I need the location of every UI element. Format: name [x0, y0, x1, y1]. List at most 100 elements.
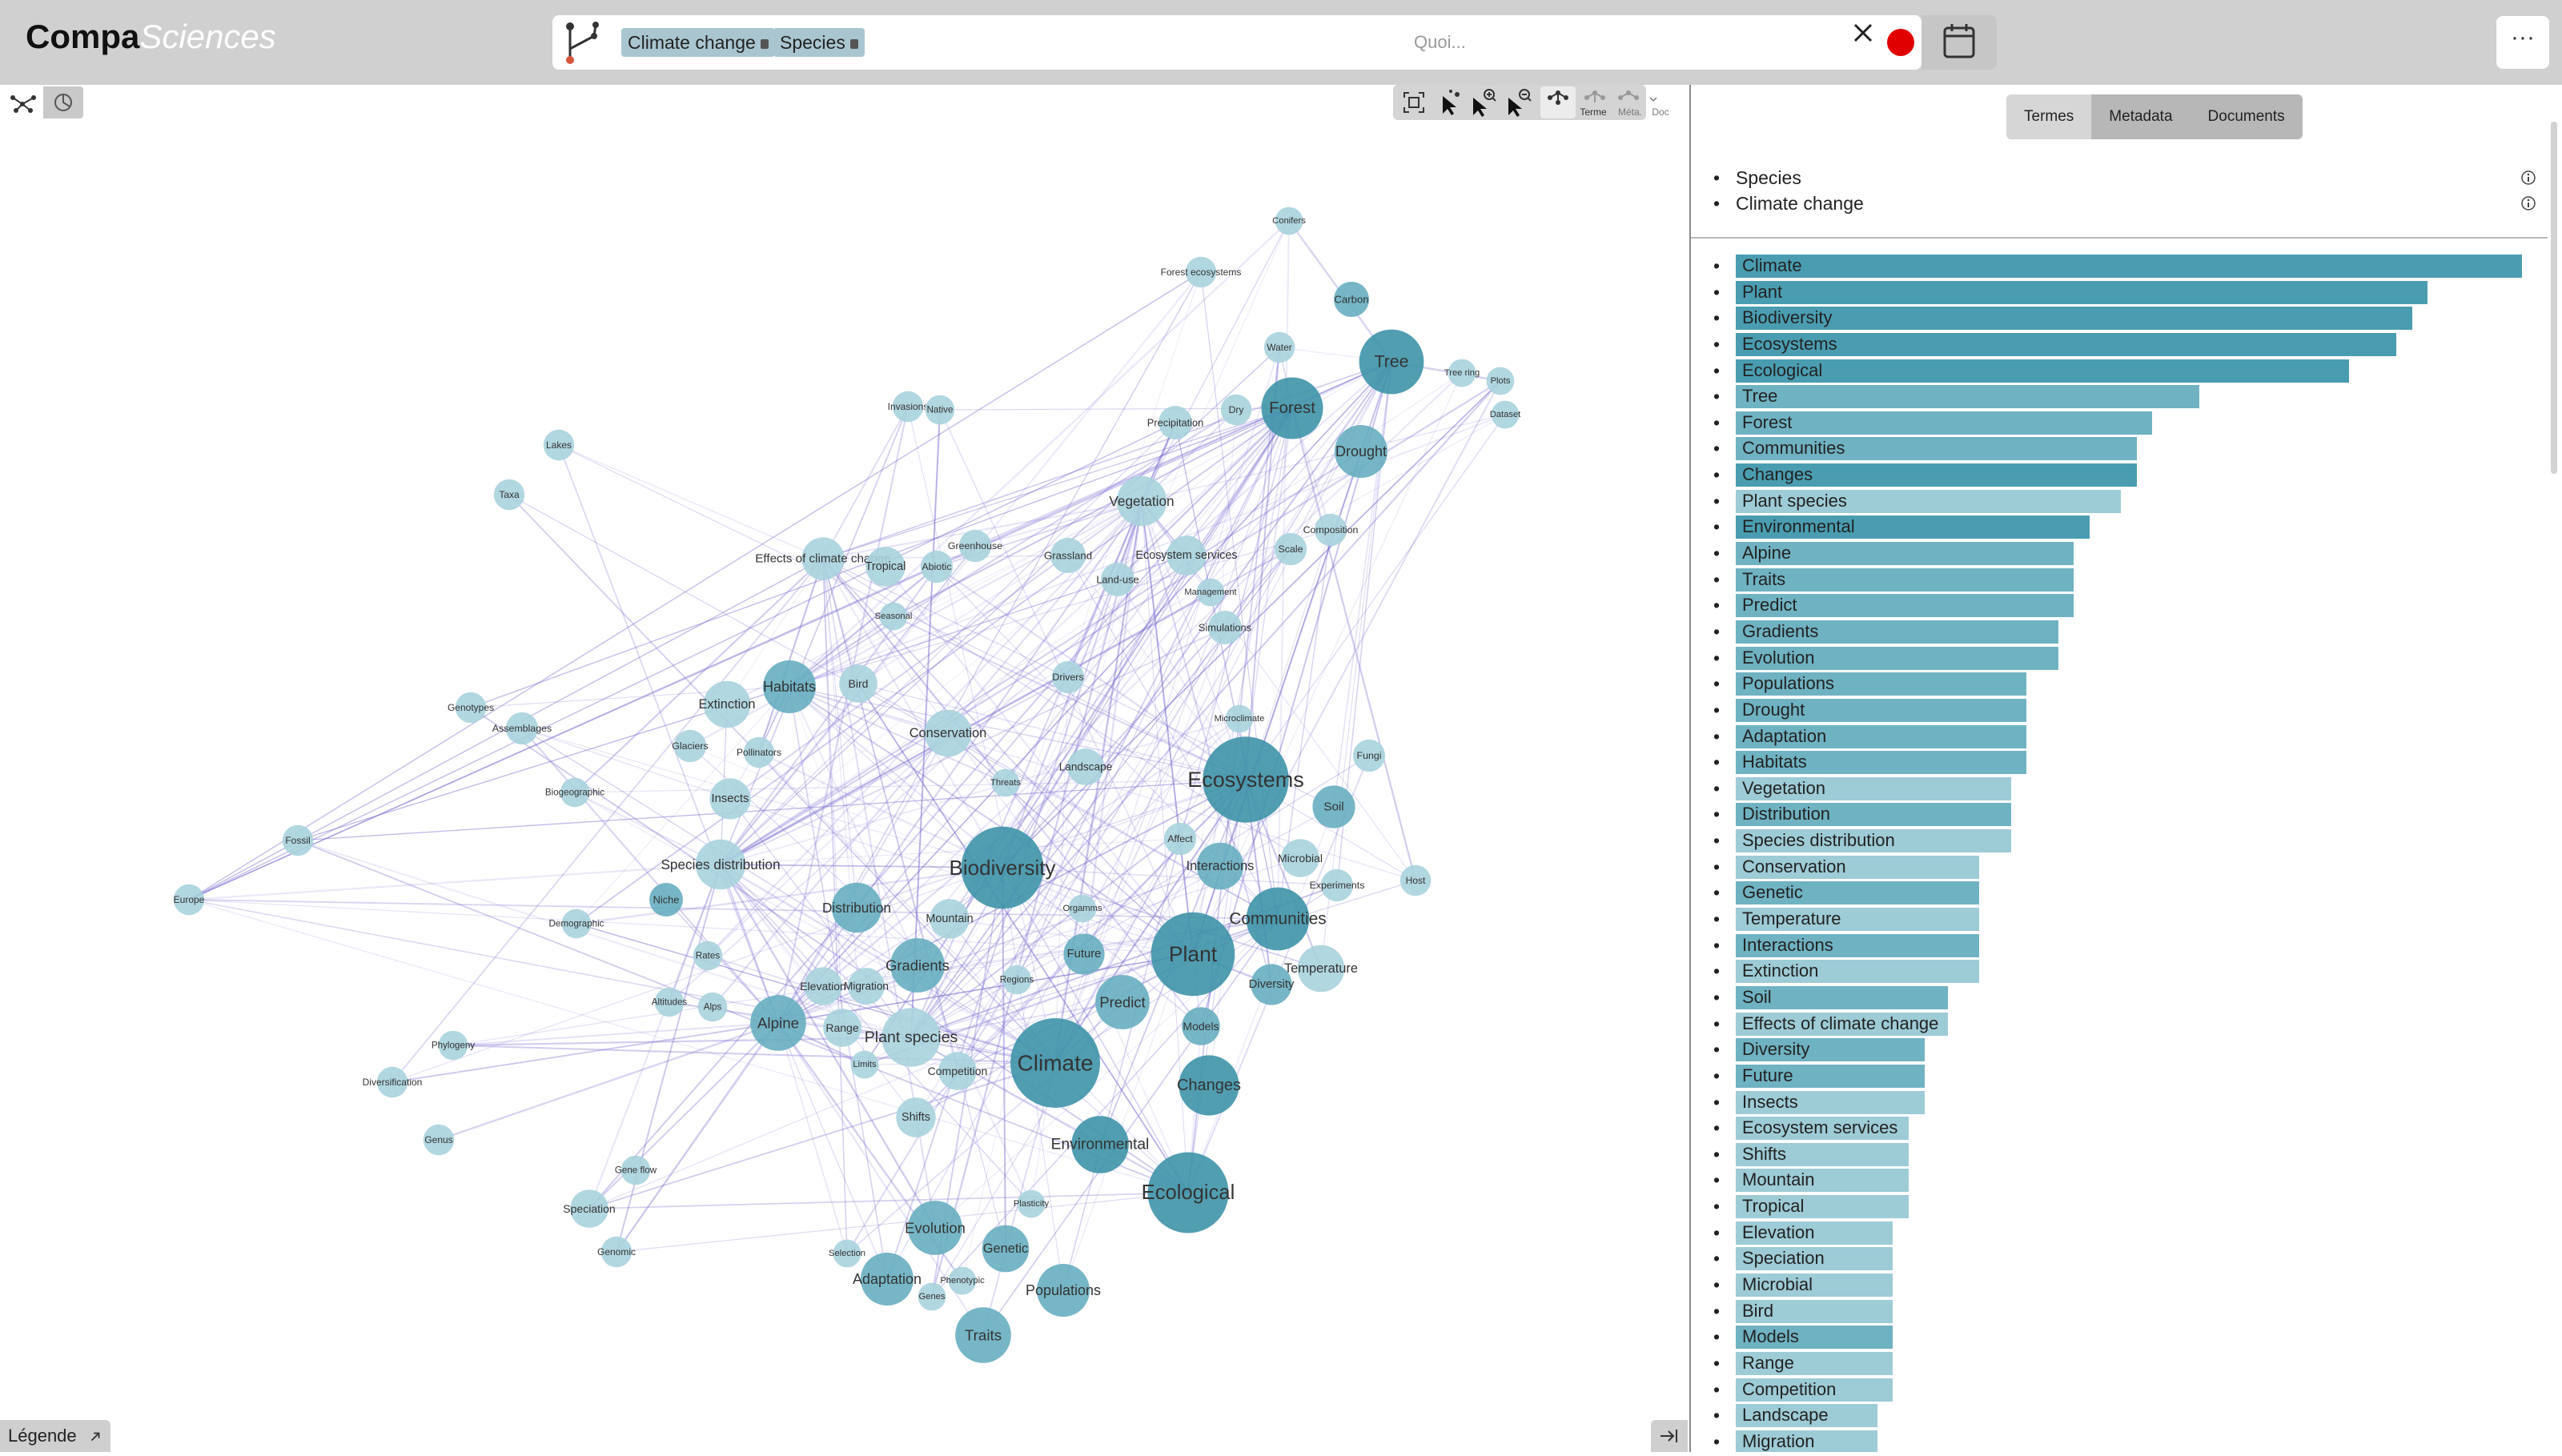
graph-node[interactable]: Plasticity — [1014, 1189, 1050, 1218]
term-row[interactable]: Mountain — [1713, 1167, 2546, 1193]
graph-node[interactable]: Alpine — [750, 995, 806, 1051]
graph-node[interactable]: Carbon — [1334, 282, 1369, 317]
graph-node[interactable]: Biodiversity — [950, 826, 1056, 909]
close-icon[interactable] — [1853, 22, 1873, 43]
graph-node[interactable]: Land-use — [1096, 563, 1139, 596]
graph-node[interactable]: Phylogeny — [432, 1030, 475, 1061]
graph-node[interactable]: Microclimate — [1215, 704, 1265, 733]
term-row[interactable]: Evolution — [1713, 645, 2546, 672]
graph-node[interactable]: Diversification — [363, 1066, 423, 1098]
term-row[interactable]: Elevation — [1713, 1220, 2546, 1246]
term-row[interactable]: Environmental — [1713, 514, 2546, 540]
tab-metadata[interactable]: Metadata — [2091, 94, 2191, 139]
term-row[interactable]: Extinction — [1713, 958, 2546, 985]
graph-node[interactable]: Models — [1182, 1007, 1220, 1045]
graph-node[interactable]: Genus — [423, 1124, 455, 1156]
term-row[interactable]: Plant species — [1713, 488, 2546, 515]
graph-node[interactable]: Orgamms — [1062, 894, 1102, 923]
graph-node[interactable]: Fungi — [1352, 739, 1386, 772]
graph-node[interactable]: Traits — [955, 1307, 1011, 1363]
graph-node[interactable]: Regions — [1000, 965, 1034, 995]
graph-node[interactable]: Bird — [839, 664, 877, 703]
graph-node[interactable]: Limits — [850, 1050, 879, 1079]
term-row[interactable]: Adaptation — [1713, 724, 2546, 750]
graph-node[interactable]: Gene flow — [615, 1155, 657, 1185]
graph-node[interactable]: Altitudes — [652, 987, 688, 1017]
graph-node[interactable]: Biogeographic — [545, 777, 604, 808]
graph-node[interactable]: Tree — [1359, 329, 1424, 395]
graph-node[interactable]: Temperature — [1284, 945, 1358, 993]
calendar-button[interactable] — [1922, 15, 1997, 70]
graph-node[interactable]: Dry — [1220, 394, 1252, 426]
graph-node[interactable]: Taxa — [493, 479, 525, 511]
graph-node[interactable]: Microbial — [1278, 839, 1323, 877]
graph-node[interactable]: Evolution — [905, 1201, 966, 1255]
graph-node[interactable]: Native — [925, 395, 955, 425]
graph-node[interactable]: Gradients — [885, 938, 950, 993]
graph-node[interactable]: Plant — [1150, 912, 1235, 997]
search-tag-climate-change[interactable]: Climate change — [621, 28, 775, 57]
graph-node[interactable]: Habitats — [763, 660, 816, 713]
term-row[interactable]: Ecological — [1713, 358, 2546, 384]
term-row[interactable]: Climate — [1713, 253, 2546, 279]
term-row[interactable]: Drought — [1713, 697, 2546, 724]
graph-node[interactable]: Abiotic — [920, 550, 954, 584]
term-row[interactable]: Models — [1713, 1324, 2546, 1350]
graph-node[interactable]: Mountain — [926, 899, 974, 939]
term-row[interactable]: Range — [1713, 1350, 2546, 1377]
info-icon[interactable] — [2520, 170, 2536, 186]
search-input[interactable] — [1412, 26, 1552, 58]
more-menu-button[interactable]: ··· — [2496, 16, 2549, 69]
app-logo[interactable]: CompaSciences — [26, 18, 276, 56]
graph-node[interactable]: Shifts — [896, 1097, 936, 1137]
graph-node[interactable]: Vegetation — [1109, 475, 1175, 527]
term-row[interactable]: Habitats — [1713, 749, 2546, 776]
zoom-out-select-button[interactable] — [1504, 86, 1536, 118]
graph-node[interactable]: Forest — [1261, 377, 1323, 439]
stats-view-button[interactable] — [43, 86, 83, 118]
graph-node[interactable]: Assemblages — [492, 712, 552, 745]
graph-node[interactable]: Interactions — [1187, 842, 1255, 890]
graph-node[interactable]: Dataset — [1490, 400, 1521, 429]
graph-node[interactable]: Europe — [174, 884, 205, 916]
term-row[interactable]: Effects of climate change — [1713, 1011, 2546, 1037]
chevron-down-icon[interactable] — [1649, 90, 1657, 109]
graph-node[interactable]: Precipitation — [1147, 406, 1203, 439]
graph-node[interactable]: Scale — [1274, 532, 1307, 566]
graph-node[interactable]: Environmental — [1051, 1116, 1150, 1173]
graph-node[interactable]: Speciation — [563, 1189, 616, 1228]
graph-node[interactable]: Diversity — [1249, 964, 1295, 1005]
term-row[interactable]: Soil — [1713, 985, 2546, 1011]
term-row[interactable]: Conservation — [1713, 854, 2546, 880]
term-row[interactable]: Forest — [1713, 410, 2546, 436]
graph-node[interactable]: Seasonal — [875, 602, 913, 631]
term-row[interactable]: Distribution — [1713, 801, 2546, 828]
graph-node[interactable]: Alps — [697, 992, 728, 1022]
graph-node[interactable]: Tropical — [865, 547, 906, 587]
term-graph[interactable]: Climate Ecosystems Plant Biodiversity Ecolog… — [0, 120, 1689, 1452]
graph-node[interactable]: Competition — [928, 1052, 988, 1090]
term-row[interactable]: Future — [1713, 1063, 2546, 1089]
graph-node[interactable]: Plots — [1486, 367, 1515, 395]
fit-view-button[interactable] — [1398, 86, 1430, 118]
graph-node[interactable]: Extinction — [698, 680, 756, 728]
graph-node[interactable]: Drivers — [1051, 660, 1085, 694]
terms-graph-button[interactable]: Terme — [1540, 86, 1607, 118]
meta-graph-button[interactable]: Méta. — [1577, 86, 1642, 118]
term-row[interactable]: Changes — [1713, 462, 2546, 488]
graph-node[interactable]: Ecological — [1142, 1152, 1235, 1233]
term-row[interactable]: Populations — [1713, 671, 2546, 697]
term-row[interactable]: Communities — [1713, 435, 2546, 462]
info-icon[interactable] — [2520, 195, 2536, 211]
graph-node[interactable]: Water — [1263, 331, 1295, 363]
term-row[interactable]: Landscape — [1713, 1402, 2546, 1429]
graph-node[interactable]: Climate — [1010, 1018, 1100, 1108]
collapse-panel-button[interactable] — [1651, 1420, 1688, 1452]
graph-node[interactable]: Ecosystem services — [1135, 535, 1238, 576]
graph-node[interactable]: Predict — [1095, 975, 1150, 1029]
term-row[interactable]: Shifts — [1713, 1141, 2546, 1168]
graph-node[interactable]: Composition — [1303, 513, 1359, 547]
graph-node[interactable]: Genetic — [982, 1225, 1030, 1273]
graph-node[interactable]: Genomic — [597, 1236, 636, 1268]
graph-node[interactable]: Range — [823, 1009, 861, 1047]
